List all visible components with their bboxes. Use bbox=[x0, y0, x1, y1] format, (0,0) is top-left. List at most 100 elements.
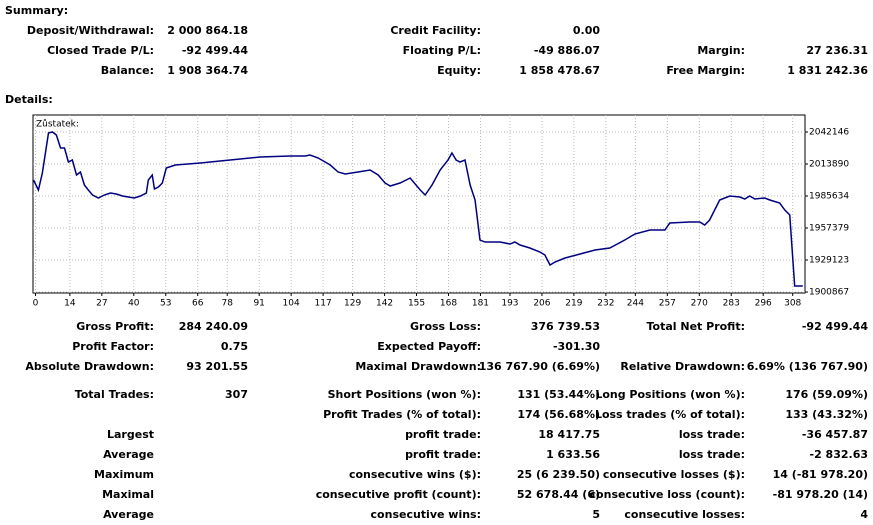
value: 27 236.31 bbox=[806, 44, 868, 57]
x-tick-label: 206 bbox=[533, 299, 550, 309]
value: 176 (59.09%) bbox=[785, 388, 868, 401]
value: 1 633.56 bbox=[546, 448, 600, 461]
x-tick-label: 104 bbox=[283, 299, 300, 309]
label: Maximum bbox=[94, 468, 154, 481]
y-tick-label: 1929123 bbox=[809, 256, 849, 266]
value: 1 831 242.36 bbox=[787, 64, 868, 77]
value: -49 886.07 bbox=[533, 44, 600, 57]
label: Total Net Profit: bbox=[646, 320, 746, 333]
label: profit trade: bbox=[405, 428, 481, 441]
label: Largest bbox=[107, 428, 154, 441]
label: Short Positions (won %): bbox=[327, 388, 481, 401]
x-tick-label: 14 bbox=[64, 299, 76, 309]
value: -92 499.44 bbox=[181, 44, 248, 57]
details-title: Details: bbox=[5, 93, 53, 106]
value: -36 457.87 bbox=[801, 428, 868, 441]
value: 4 bbox=[860, 508, 868, 521]
label: loss trade: bbox=[678, 428, 745, 441]
x-tick-label: 0 bbox=[33, 299, 39, 309]
value: 18 417.75 bbox=[538, 428, 600, 441]
x-tick-label: 91 bbox=[253, 299, 264, 309]
x-tick-label: 142 bbox=[376, 299, 393, 309]
value: 284 240.09 bbox=[178, 320, 248, 333]
x-tick-label: 129 bbox=[344, 299, 361, 309]
y-tick-label: 1957379 bbox=[809, 224, 849, 234]
label: Expected Payoff: bbox=[377, 340, 481, 353]
y-tick-label: 1985634 bbox=[809, 192, 849, 202]
label: Long Positions (won %): bbox=[595, 388, 745, 401]
label: Margin: bbox=[697, 44, 745, 57]
value: 2 000 864.18 bbox=[167, 24, 248, 37]
value: 52 678.44 (6) bbox=[516, 488, 600, 501]
label: consecutive profit (count): bbox=[315, 488, 481, 501]
x-tick-label: 168 bbox=[440, 299, 457, 309]
x-tick-label: 40 bbox=[128, 299, 140, 309]
label: consecutive losses: bbox=[624, 508, 745, 521]
x-tick-label: 219 bbox=[565, 299, 582, 309]
y-tick-label: 1900867 bbox=[809, 288, 849, 298]
x-tick-label: 181 bbox=[472, 299, 489, 309]
y-tick-label: 2042146 bbox=[809, 128, 849, 138]
value: -81 978.20 (14) bbox=[772, 488, 868, 501]
value: 136 767.90 (6.69%) bbox=[478, 360, 600, 373]
value: -92 499.44 bbox=[801, 320, 868, 333]
x-tick-label: 244 bbox=[627, 299, 644, 309]
value: 0.75 bbox=[220, 340, 248, 353]
label: loss trade: bbox=[678, 448, 745, 461]
value: 5 bbox=[592, 508, 600, 521]
label: Average bbox=[103, 508, 154, 521]
label: Gross Profit: bbox=[76, 320, 154, 333]
x-tick-label: 308 bbox=[784, 299, 801, 309]
value: 1 908 364.74 bbox=[167, 64, 248, 77]
value: 1 858 478.67 bbox=[519, 64, 600, 77]
x-tick-label: 78 bbox=[222, 299, 234, 309]
plot-area bbox=[32, 114, 806, 294]
value: -301.30 bbox=[552, 340, 600, 353]
x-tick-label: 117 bbox=[315, 299, 332, 309]
x-tick-label: 283 bbox=[723, 299, 740, 309]
x-tick-label: 155 bbox=[408, 299, 425, 309]
label: Total Trades: bbox=[74, 388, 154, 401]
label: Absolute Drawdown: bbox=[25, 360, 154, 373]
value: 174 (56.68%) bbox=[517, 408, 600, 421]
x-tick-label: 257 bbox=[659, 299, 676, 309]
label: profit trade: bbox=[405, 448, 481, 461]
label: Closed Trade P/L: bbox=[47, 44, 154, 57]
label: Free Margin: bbox=[666, 64, 745, 77]
summary-title: Summary: bbox=[5, 4, 69, 17]
label: Profit Trades (% of total): bbox=[323, 408, 481, 421]
label: Credit Facility: bbox=[390, 24, 481, 37]
label: consecutive losses ($): bbox=[602, 468, 745, 481]
label: Loss trades (% of total): bbox=[594, 408, 745, 421]
label: consecutive wins ($): bbox=[348, 468, 481, 481]
label: Relative Drawdown: bbox=[620, 360, 745, 373]
x-tick-label: 193 bbox=[501, 299, 518, 309]
label: Equity: bbox=[437, 64, 481, 77]
value: 6.69% (136 767.90) bbox=[746, 360, 868, 373]
x-tick-label: 232 bbox=[597, 299, 614, 309]
value: -2 832.63 bbox=[809, 448, 869, 461]
label: Average bbox=[103, 448, 154, 461]
balance-line bbox=[32, 131, 803, 287]
value: 133 (43.32%) bbox=[785, 408, 868, 421]
x-tick-label: 53 bbox=[160, 299, 171, 309]
label: Gross Loss: bbox=[410, 320, 481, 333]
label: Maximal bbox=[102, 488, 154, 501]
label: Balance: bbox=[100, 64, 154, 77]
value: 14 (-81 978.20) bbox=[772, 468, 868, 481]
label: Profit Factor: bbox=[72, 340, 154, 353]
x-tick-label: 27 bbox=[96, 299, 107, 309]
value: 93 201.55 bbox=[186, 360, 248, 373]
value: 376 739.53 bbox=[530, 320, 600, 333]
label: Maximal Drawdown: bbox=[355, 360, 481, 373]
y-tick-label: 2013890 bbox=[809, 160, 849, 170]
label: Floating P/L: bbox=[402, 44, 481, 57]
x-tick-label: 270 bbox=[691, 299, 708, 309]
label: Deposit/Withdrawal: bbox=[26, 24, 154, 37]
value: 307 bbox=[225, 388, 248, 401]
label: consecutive loss (count): bbox=[589, 488, 745, 501]
x-tick-label: 66 bbox=[192, 299, 204, 309]
value: 131 (53.44%) bbox=[517, 388, 600, 401]
